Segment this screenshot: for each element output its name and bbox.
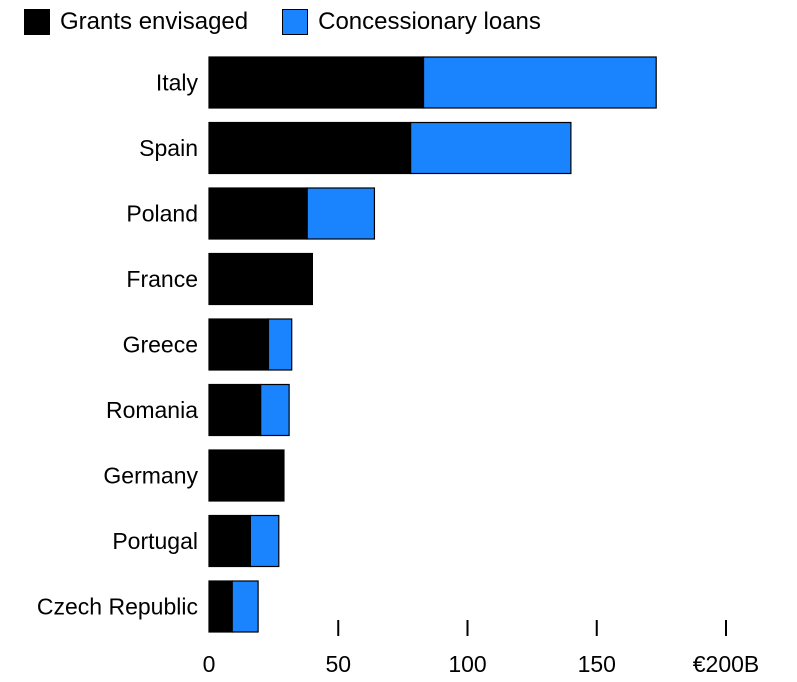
legend-swatch-loans	[282, 9, 309, 35]
legend-label-loans: Concessionary loans	[318, 8, 541, 35]
legend-item-grants: Grants envisaged	[24, 8, 248, 36]
bar-romania-loans	[260, 383, 290, 437]
x-tick-label: 100	[448, 651, 486, 677]
bar-poland-loans	[306, 187, 376, 240]
bar-portugal-grants	[208, 514, 251, 568]
category-label-czech-republic: Czech Republic	[37, 594, 198, 620]
category-label-spain: Spain	[139, 135, 198, 161]
legend-item-loans: Concessionary loans	[282, 8, 541, 36]
category-label-poland: Poland	[126, 201, 198, 227]
x-tick-label: €200B	[693, 651, 760, 677]
bar-greece-loans	[267, 318, 293, 371]
bar-greece-grants	[208, 318, 270, 371]
bar-germany-grants	[208, 449, 285, 502]
legend: Grants envisaged Concessionary loans	[24, 8, 575, 36]
x-tick-label: 50	[325, 651, 351, 677]
bar-italy-loans	[422, 56, 657, 109]
bar-czech-republic-loans	[231, 580, 259, 633]
bar-france-grants	[208, 252, 314, 306]
x-tick-label: 150	[578, 651, 616, 677]
legend-swatch-grants	[24, 9, 50, 35]
x-tick-label: 0	[203, 651, 216, 677]
bar-czech-republic-grants	[208, 580, 233, 633]
bar-romania-grants	[208, 383, 262, 437]
bar-poland-grants	[208, 187, 308, 240]
category-label-germany: Germany	[103, 463, 198, 489]
category-label-portugal: Portugal	[112, 528, 198, 554]
bar-spain-grants	[208, 121, 412, 175]
bar-spain-loans	[410, 121, 572, 175]
category-label-romania: Romania	[106, 397, 198, 423]
category-label-france: France	[126, 266, 198, 292]
category-label-greece: Greece	[123, 332, 198, 358]
bar-portugal-loans	[249, 514, 280, 568]
legend-label-grants: Grants envisaged	[60, 8, 249, 35]
category-label-italy: Italy	[156, 70, 199, 96]
bar-italy-grants	[208, 56, 425, 109]
